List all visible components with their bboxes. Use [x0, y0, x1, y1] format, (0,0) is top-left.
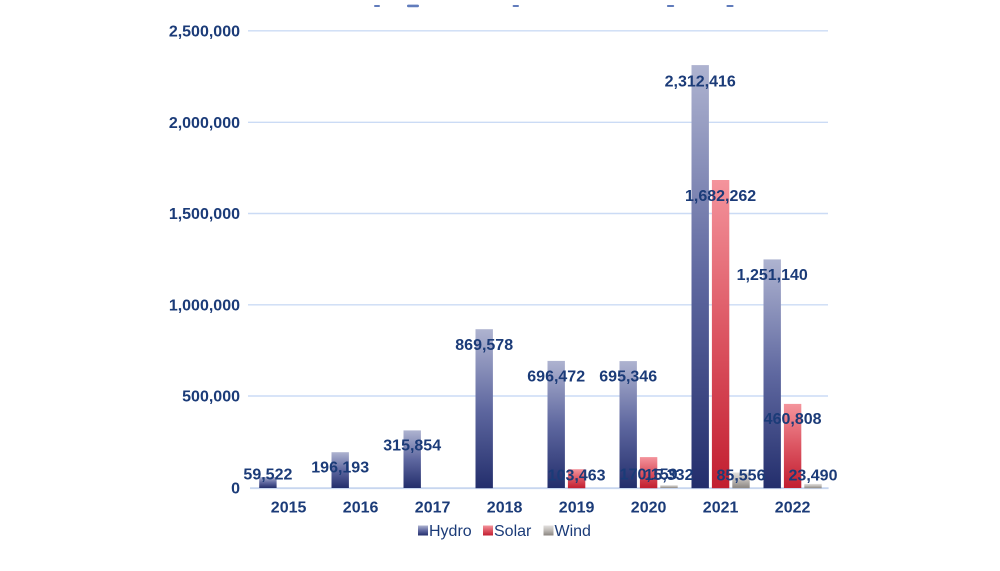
- svg-text:2,000,000: 2,000,000: [169, 115, 240, 132]
- svg-text:2019: 2019: [559, 500, 595, 517]
- svg-text:2021: 2021: [703, 500, 739, 517]
- svg-text:500,000: 500,000: [182, 389, 240, 406]
- svg-text:2,500,000: 2,500,000: [169, 23, 240, 40]
- svg-text:1,500,000: 1,500,000: [169, 206, 240, 223]
- svg-text:Hydro: Hydro: [429, 523, 472, 540]
- svg-text:1,000,000: 1,000,000: [169, 297, 240, 314]
- svg-text:1,682,262: 1,682,262: [685, 188, 756, 205]
- svg-text:2018: 2018: [487, 500, 523, 517]
- svg-text:1,251,140: 1,251,140: [737, 267, 808, 284]
- svg-text:85,556: 85,556: [717, 468, 766, 485]
- svg-text:103,463: 103,463: [548, 468, 606, 485]
- svg-text:696,472: 696,472: [527, 369, 585, 386]
- svg-text:315,854: 315,854: [383, 438, 441, 455]
- svg-text:Wind: Wind: [555, 523, 591, 540]
- svg-text:2022: 2022: [775, 500, 811, 517]
- svg-text:23,490: 23,490: [789, 467, 838, 484]
- svg-text:2020: 2020: [631, 500, 667, 517]
- svg-text:2,312,416: 2,312,416: [665, 73, 736, 90]
- svg-text:2017: 2017: [415, 500, 451, 517]
- svg-text:2015: 2015: [271, 500, 307, 517]
- svg-text:Solar: Solar: [494, 523, 532, 540]
- svg-text:196,193: 196,193: [311, 460, 369, 477]
- svg-text:460,808: 460,808: [764, 411, 822, 428]
- svg-text:695,346: 695,346: [599, 369, 657, 386]
- svg-text:170,159: 170,159: [620, 467, 678, 484]
- svg-text:869,578: 869,578: [455, 337, 513, 354]
- svg-text:15,332: 15,332: [645, 467, 694, 484]
- svg-text:2016: 2016: [343, 500, 379, 517]
- svg-text:59,522: 59,522: [243, 466, 292, 483]
- svg-text:0: 0: [231, 481, 240, 498]
